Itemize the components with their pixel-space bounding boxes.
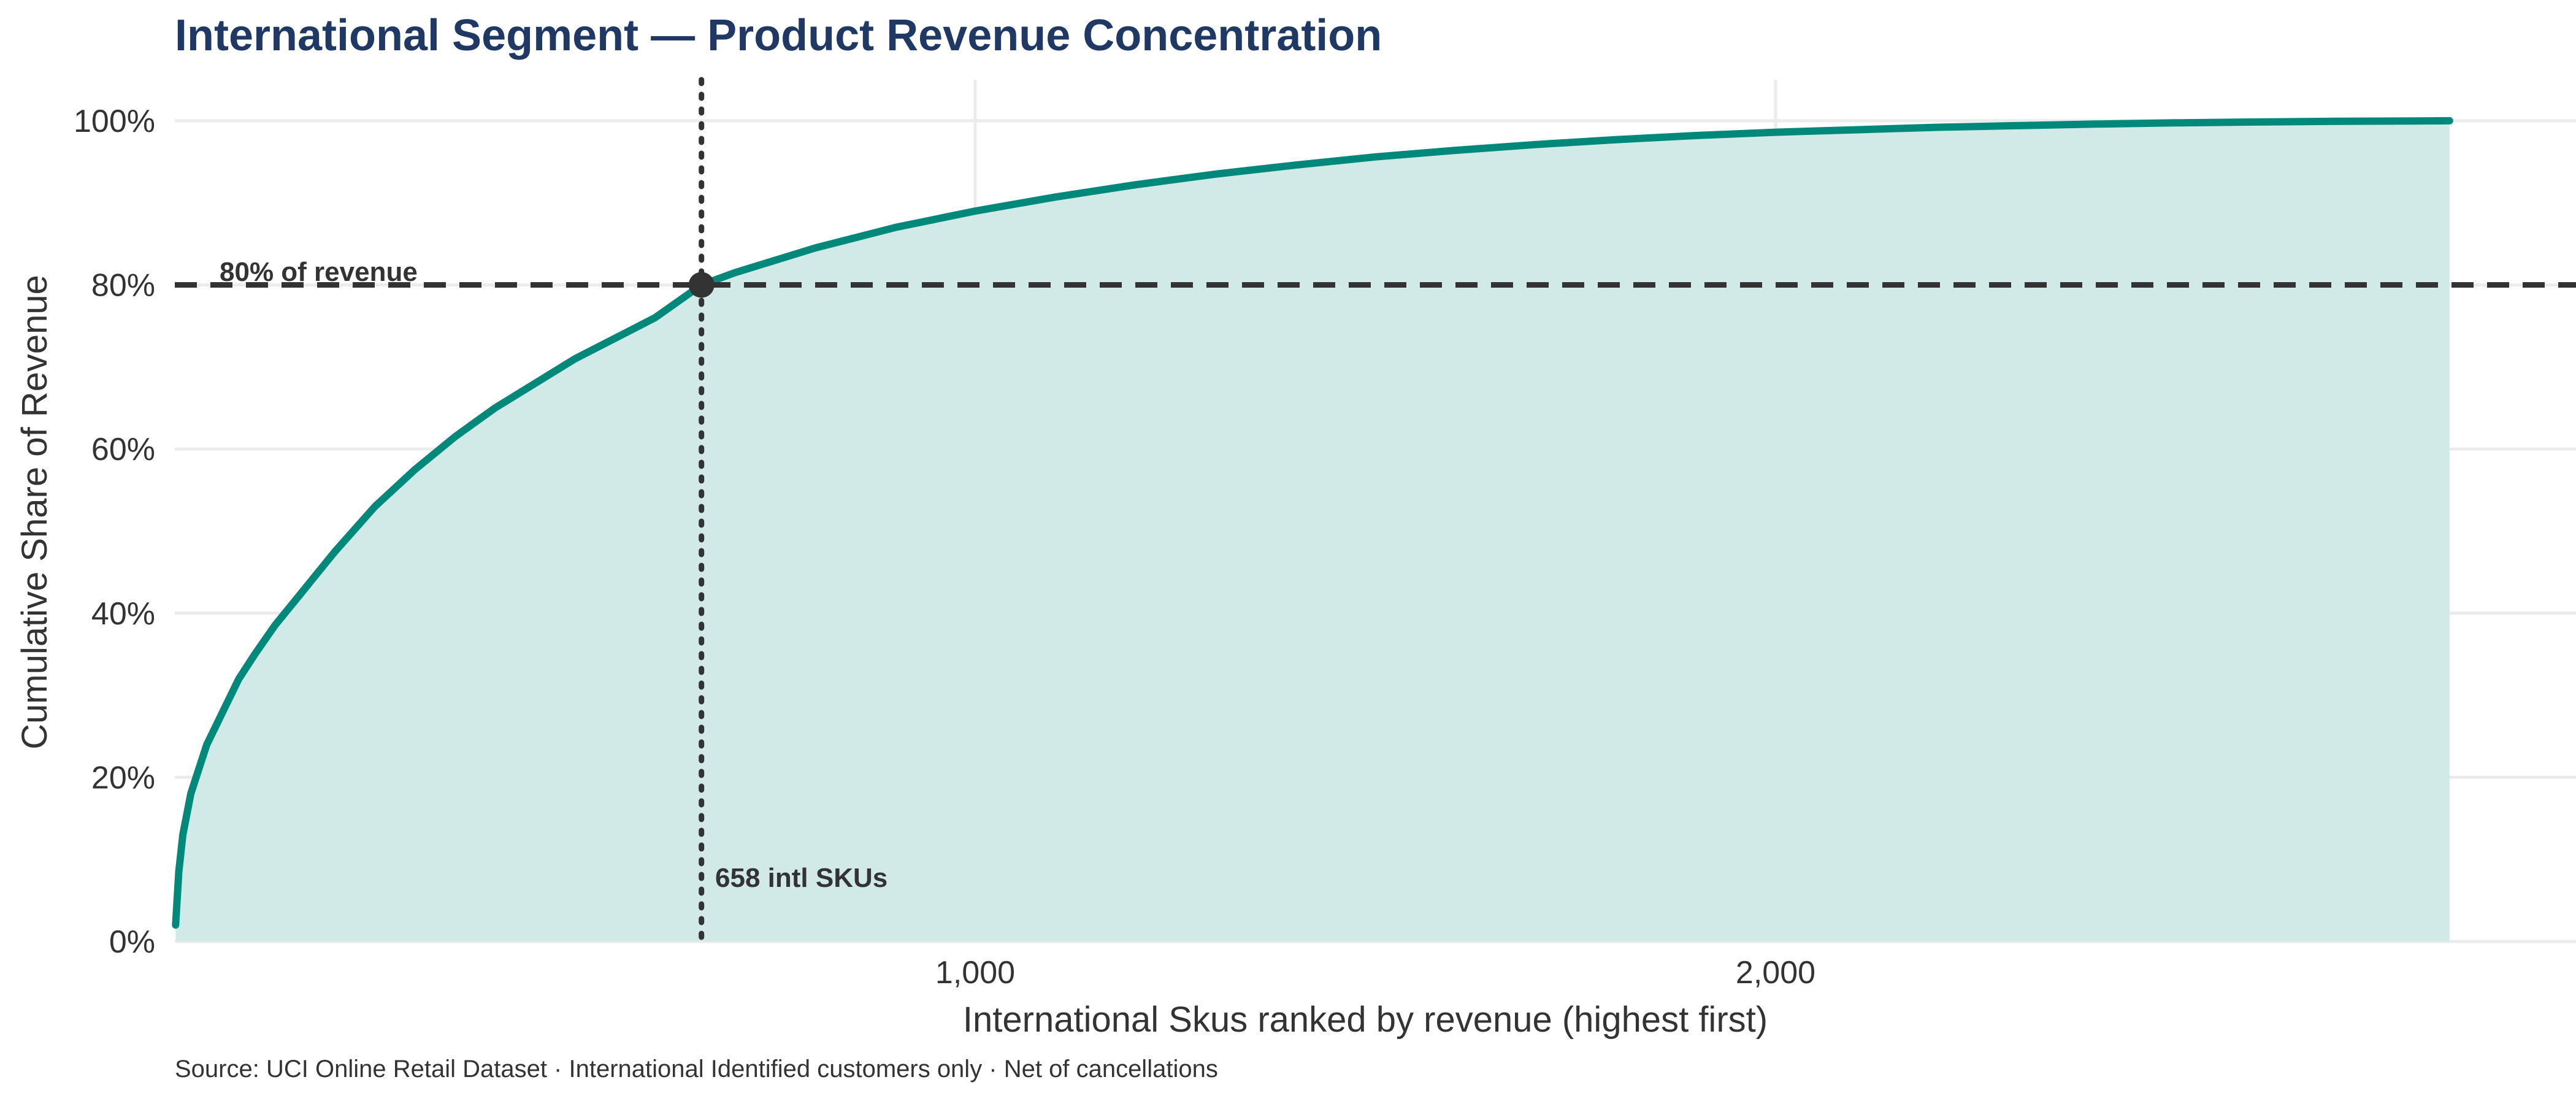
reference-line-label: 80% of revenue: [220, 257, 418, 287]
x-axis-label: International Skus ranked by revenue (hi…: [963, 1000, 1768, 1040]
chart-title: International Segment — Product Revenue …: [175, 11, 1382, 60]
y-tick-label: 0%: [109, 924, 155, 960]
tick-labels: 0% 20% 40% 60% 80% 100% 1,000 2,000: [74, 104, 1815, 991]
cumulative-line: [172, 117, 2453, 929]
source-note: Source: UCI Online Retail Dataset · Inte…: [175, 1056, 1218, 1083]
x-tick-label: 2,000: [1736, 955, 1815, 991]
x-tick-label: 1,000: [935, 955, 1015, 991]
marker-point: [688, 272, 715, 298]
y-tick-label: 100%: [74, 104, 155, 139]
y-tick-label: 80%: [91, 268, 155, 304]
y-tick-label: 60%: [91, 432, 155, 467]
y-axis-label: Cumulative Share of Revenue: [15, 275, 55, 749]
marker-label: 658 intl SKUs: [715, 863, 887, 893]
area-layer: [172, 117, 2453, 941]
y-tick-label: 20%: [91, 760, 155, 795]
reference-layer: [175, 77, 2576, 945]
y-tick-label: 40%: [91, 596, 155, 632]
cumulative-area: [175, 120, 2450, 941]
